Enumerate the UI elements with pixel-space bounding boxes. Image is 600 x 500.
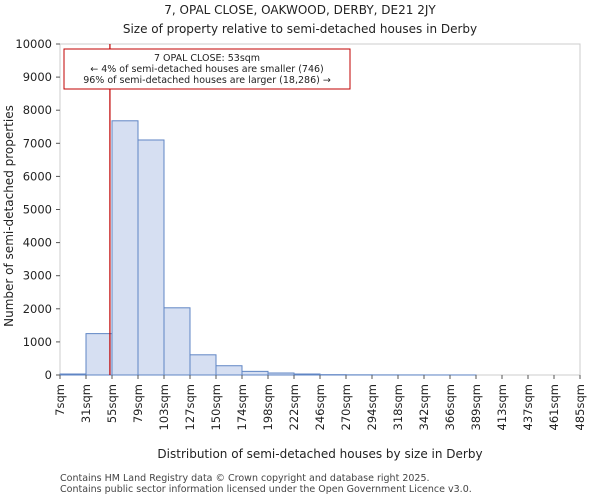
- annotation-frame: [63, 48, 351, 90]
- x-tick-label: 366sqm: [443, 384, 457, 430]
- bar-79sqm: [137, 139, 165, 376]
- bar-198sqm: [267, 372, 295, 376]
- x-tick-label: 389sqm: [469, 384, 483, 430]
- footer-line-2: Contains public sector information licen…: [60, 484, 472, 495]
- x-tick-label: 246sqm: [313, 384, 327, 430]
- x-tick-label: 31sqm: [79, 384, 93, 423]
- y-tick-label: 9000: [23, 70, 52, 84]
- x-tick-label: 55sqm: [105, 384, 119, 423]
- x-tick-label: 485sqm: [573, 384, 587, 430]
- x-tick-label: 222sqm: [287, 384, 301, 430]
- x-tick-label: 103sqm: [157, 384, 171, 430]
- y-axis-label: Number of semi-detached properties: [2, 105, 16, 327]
- y-tick-label: 7000: [23, 136, 52, 150]
- bar-222sqm: [293, 373, 321, 376]
- bar-31sqm: [85, 333, 113, 376]
- y-tick-label: 1000: [23, 335, 52, 349]
- x-tick-label: 294sqm: [365, 384, 379, 430]
- bar-127sqm: [189, 354, 217, 376]
- x-tick-label: 79sqm: [131, 384, 145, 423]
- annotation-line-1: 7 OPAL CLOSE: 53sqm: [154, 53, 260, 64]
- y-tick-label: 6000: [23, 169, 52, 183]
- x-tick-label: 150sqm: [209, 384, 223, 430]
- y-tick-label: 10000: [15, 37, 52, 51]
- bar-174sqm: [241, 370, 269, 376]
- x-tick-label: 437sqm: [521, 384, 535, 430]
- x-tick-label: 198sqm: [261, 384, 275, 430]
- x-tick-label: 342sqm: [417, 384, 431, 430]
- x-tick-label: 7sqm: [53, 384, 67, 416]
- y-tick-label: 3000: [23, 269, 52, 283]
- x-tick-label: 174sqm: [235, 384, 249, 430]
- footer-line-1: Contains HM Land Registry data © Crown c…: [60, 473, 430, 484]
- x-tick-label: 270sqm: [339, 384, 353, 430]
- y-tick-label: 5000: [23, 203, 52, 217]
- y-axis: 0 1000 2000 3000 4000 5000 6000 7000 8000 9000 100…: [15, 37, 60, 382]
- bar-103sqm: [163, 307, 191, 376]
- bar-7sqm: [59, 373, 87, 376]
- y-tick-label: 4000: [23, 236, 52, 250]
- chart-title: 7, OPAL CLOSE, OAKWOOD, DERBY, DE21 2JY: [164, 3, 436, 17]
- x-axis: 7sqm 31sqm 55sqm 79sqm 103sqm 127sqm 150sqm 174…: [53, 375, 587, 430]
- annotation-line-2: ← 4% of semi-detached houses are smaller…: [90, 64, 324, 75]
- bars-group: [59, 120, 477, 376]
- x-tick-label: 318sqm: [391, 384, 405, 430]
- y-tick-label: 2000: [23, 302, 52, 316]
- x-tick-label: 461sqm: [547, 384, 561, 430]
- x-axis-label: Distribution of semi-detached houses by …: [157, 447, 482, 461]
- chart-subtitle: Size of property relative to semi-detach…: [123, 22, 477, 36]
- bar-55sqm: [111, 120, 139, 376]
- x-tick-label: 127sqm: [183, 384, 197, 430]
- y-tick-label: 8000: [23, 103, 52, 117]
- x-tick-label: 413sqm: [495, 384, 509, 430]
- bar-150sqm: [215, 365, 243, 376]
- annotation-line-3: 96% of semi-detached houses are larger (…: [83, 75, 331, 86]
- annotation-box: 7 OPAL CLOSE: 53sqm ← 4% of semi-detache…: [63, 48, 351, 90]
- y-tick-label: 0: [45, 368, 52, 382]
